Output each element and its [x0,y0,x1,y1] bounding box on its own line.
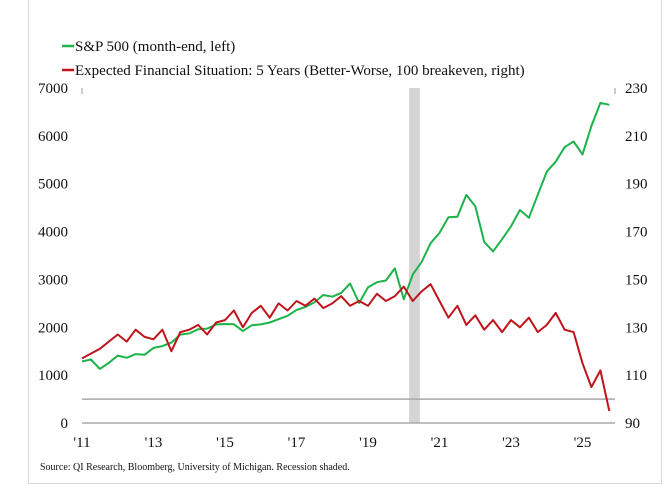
y-left-tick-label: 0 [61,416,69,432]
y-left-tick-label: 1000 [38,368,68,384]
y-right-tick-label: 170 [625,225,648,241]
legend-label-sentiment: Expected Financial Situation: 5 Years (B… [75,63,525,79]
chart-frame [28,0,662,484]
y-right-tick-label: 210 [625,129,648,145]
series-line-sp500 [81,101,610,370]
legend: S&P 500 (month-end, left) Expected Finan… [62,39,525,79]
x-tick-label: '19 [359,435,377,451]
recession-shade [409,88,420,423]
x-tick-label: '17 [288,435,306,451]
legend-label-sp500: S&P 500 (month-end, left) [75,39,235,55]
source-note: Source: QI Research, Bloomberg, Universi… [40,462,350,473]
x-tick-label: '23 [502,435,520,451]
x-tick-label: '25 [574,435,592,451]
x-tick-label: '13 [145,435,163,451]
y-left-tick-label: 7000 [38,81,68,97]
y-left-tick-label: 2000 [38,320,68,336]
series-line-sentiment [81,283,611,412]
y-right-tick-label: 130 [625,320,648,336]
y-right-tick-label: 150 [625,272,648,288]
y-left-tick-label: 5000 [38,177,68,193]
x-tick-label: '21 [431,435,449,451]
y-right-tick-label: 110 [625,368,647,384]
y-left-tick-label: 6000 [38,129,68,145]
y-right-tick-label: 90 [625,416,640,432]
y-right-tick-label: 230 [625,81,648,97]
x-tick-label: '11 [73,435,90,451]
y-right-tick-label: 190 [625,177,648,193]
y-left-tick-label: 4000 [38,225,68,241]
x-tick-label: '15 [216,435,234,451]
y-left-tick-label: 3000 [38,272,68,288]
